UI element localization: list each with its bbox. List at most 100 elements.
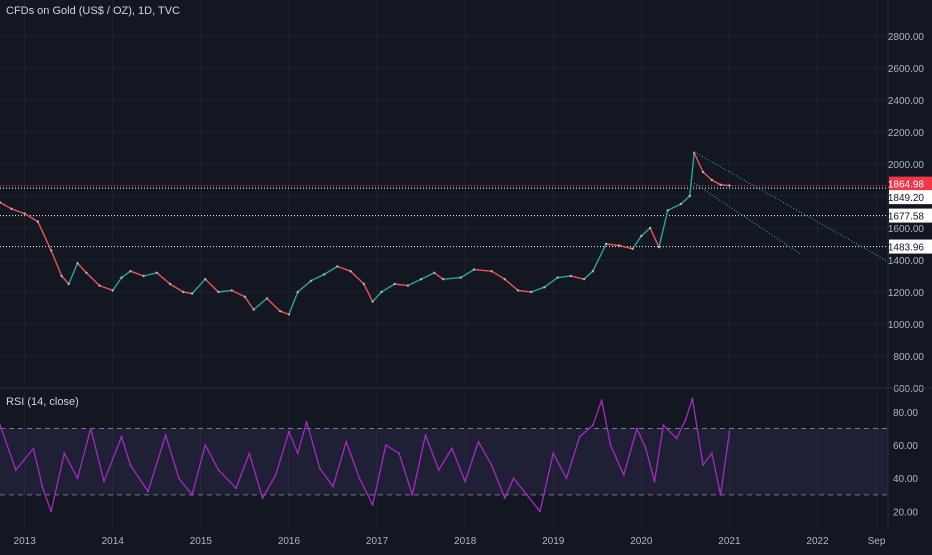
- rsi-segment: [684, 398, 694, 421]
- rsi-segment: [305, 421, 321, 469]
- rsi-point: [600, 399, 603, 402]
- rsi-point: [63, 452, 66, 455]
- price-segment: [37, 221, 52, 251]
- rsi-title: RSI (14, close): [6, 396, 79, 408]
- rsi-point: [261, 497, 264, 500]
- rsi-point: [525, 493, 528, 496]
- price-segment: [279, 310, 290, 316]
- rsi-segment: [464, 441, 479, 482]
- price-segment: [204, 278, 219, 293]
- rsi-segment: [477, 441, 493, 466]
- price-point: [543, 286, 546, 289]
- price-point: [230, 289, 233, 292]
- price-point: [10, 207, 13, 210]
- price-point: [701, 170, 705, 174]
- rsi-segment: [691, 398, 704, 466]
- price-segment: [121, 270, 131, 279]
- price-point: [155, 271, 159, 274]
- rsi-point: [76, 477, 79, 480]
- price-point: [23, 212, 26, 215]
- price-point: [322, 273, 326, 276]
- x-tick-label: 2020: [630, 536, 653, 547]
- price-point: [0, 201, 2, 204]
- price-point: [217, 290, 220, 294]
- price-point: [618, 244, 621, 247]
- price-segment: [183, 291, 193, 295]
- rsi-segment: [552, 453, 568, 479]
- rsi-point: [41, 485, 44, 488]
- price-point: [76, 262, 79, 265]
- rsi-point: [691, 397, 694, 400]
- rsi-point: [710, 452, 713, 455]
- rsi-point: [644, 447, 647, 450]
- rsi-segment: [623, 428, 638, 476]
- price-point: [459, 276, 462, 279]
- y-tick-label: 2000.00: [888, 160, 925, 171]
- level-label: 1677.58: [888, 212, 925, 223]
- price-point: [67, 282, 70, 286]
- price-point: [204, 278, 207, 281]
- price-segment: [61, 275, 70, 285]
- rsi-segment: [275, 431, 290, 476]
- price-segment: [504, 278, 519, 291]
- price-point: [36, 220, 40, 223]
- horizontal-levels: [0, 185, 888, 248]
- rsi-segment: [358, 477, 374, 506]
- price-segment: [443, 276, 461, 280]
- price-point: [679, 202, 683, 206]
- x-tick-label: 2019: [542, 536, 565, 547]
- rsi-segment: [653, 425, 664, 482]
- level-label: 1483.96: [888, 243, 925, 254]
- price-series: [0, 151, 731, 316]
- price-segment: [310, 273, 325, 282]
- y-tick-label: 2200.00: [888, 128, 925, 139]
- price-segment: [473, 268, 492, 272]
- rsi-point: [50, 510, 53, 513]
- rsi-segment: [645, 448, 656, 482]
- rsi-point: [0, 424, 1, 427]
- price-segment: [130, 270, 144, 277]
- grid-layer: [0, 0, 888, 528]
- rsi-point: [248, 452, 251, 455]
- price-segment: [702, 171, 713, 181]
- rsi-segment: [261, 474, 277, 499]
- price-point: [380, 290, 383, 294]
- price-segment: [297, 280, 312, 293]
- price-segment: [50, 250, 63, 277]
- price-point: [433, 271, 436, 274]
- price-point: [441, 278, 445, 281]
- rsi-segment: [513, 477, 528, 496]
- price-segment: [143, 272, 157, 277]
- rsi-segment: [191, 444, 206, 495]
- rsi-segment: [539, 453, 554, 512]
- rsi-point: [609, 444, 612, 447]
- price-segment: [606, 243, 620, 247]
- price-segment: [631, 235, 642, 250]
- rsi-point: [120, 435, 123, 438]
- y-tick-label: 2800.00: [888, 32, 925, 43]
- price-point: [120, 276, 123, 279]
- rsi-segment: [675, 419, 686, 439]
- price-segment: [337, 265, 351, 272]
- price-segment: [570, 275, 585, 280]
- rsi-point: [490, 463, 493, 466]
- rsi-segment: [719, 431, 731, 495]
- rsi-point: [662, 424, 665, 427]
- rsi-segment: [15, 447, 34, 471]
- y-tick-label: 1400.00: [888, 256, 925, 267]
- price-point: [569, 274, 573, 278]
- rsi-segment: [32, 448, 43, 487]
- rsi-segment: [178, 477, 193, 496]
- rsi-segment: [565, 436, 581, 479]
- rsi-series: [0, 397, 731, 513]
- price-point: [142, 274, 145, 278]
- price-segment: [11, 208, 25, 215]
- price-point: [98, 284, 101, 287]
- x-tick-label: 2015: [190, 536, 213, 547]
- price-point: [719, 183, 722, 186]
- rsi-point: [274, 473, 277, 476]
- rsi-point: [235, 487, 238, 490]
- y-tick-label: 1200.00: [888, 288, 925, 299]
- rsi-point: [578, 435, 581, 438]
